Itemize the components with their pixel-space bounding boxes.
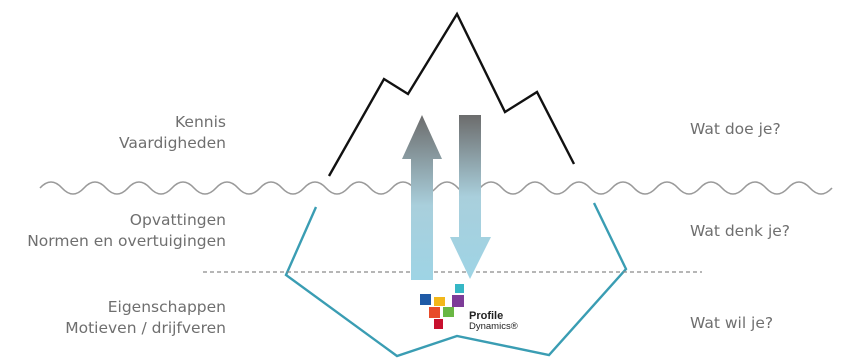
profile-dynamics-logo-text: Profile Dynamics® <box>469 311 518 332</box>
iceberg-peak-outline <box>327 11 576 177</box>
label-knowledge: Kennis <box>175 113 226 131</box>
water-surface-wave <box>39 181 833 195</box>
label-skills: Vaardigheden <box>118 134 226 152</box>
label-opinions: Opvattingen <box>129 211 226 229</box>
up-arrow <box>402 115 442 280</box>
label-what-do-you-do: Wat doe je? <box>690 120 781 138</box>
iceberg-underwater-outline <box>284 202 628 358</box>
profile-dynamics-logo-mark <box>420 284 464 329</box>
down-arrow <box>450 115 491 279</box>
label-norms-beliefs: Normen en overtuigingen <box>27 232 226 250</box>
logo-line-dynamics: Dynamics® <box>469 321 518 332</box>
label-motives: Motieven / drijfveren <box>65 319 226 337</box>
label-what-do-you-think: Wat denk je? <box>690 222 791 240</box>
label-traits: Eigenschappen <box>107 298 226 316</box>
logo-line-profile: Profile <box>469 310 504 322</box>
label-what-do-you-want: Wat wil je? <box>690 314 774 332</box>
